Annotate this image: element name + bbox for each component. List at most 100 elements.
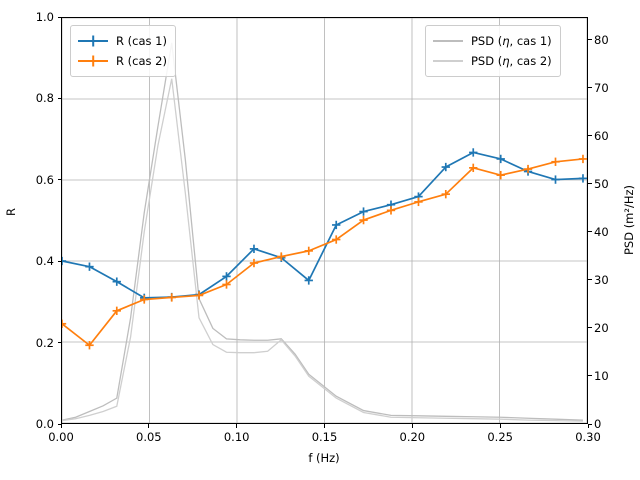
data-point-marker xyxy=(469,163,478,173)
data-series-layer xyxy=(62,42,587,422)
data-point-marker xyxy=(85,341,94,350)
data-point-marker xyxy=(441,162,450,172)
series-line xyxy=(62,151,584,299)
data-point-marker xyxy=(85,262,94,271)
data-point-marker xyxy=(332,235,341,244)
y-axis-left-title: R xyxy=(4,208,18,216)
x-tick-label: 0.25 xyxy=(487,430,513,444)
data-point-marker xyxy=(414,197,423,207)
y-tick-mark-right xyxy=(588,183,592,185)
y-tick-mark-right xyxy=(588,39,592,41)
y-tick-mark-right xyxy=(588,231,592,233)
y-axis-right-title: PSD (m²/Hz) xyxy=(622,184,636,256)
data-point-marker xyxy=(249,244,259,254)
data-point-marker xyxy=(112,306,121,315)
data-point-marker xyxy=(496,170,505,180)
y-tick-label-right: 80 xyxy=(594,32,609,47)
y-tick-mark-right xyxy=(588,87,592,89)
y-tick-label-right: 70 xyxy=(594,80,609,95)
x-tick-label: 0.20 xyxy=(399,430,426,444)
data-point-marker xyxy=(112,277,121,286)
series-line xyxy=(62,158,584,347)
legend-label: PSD (η, cas 1) xyxy=(471,34,552,48)
legend-marker xyxy=(92,55,94,67)
data-point-marker xyxy=(304,276,313,285)
data-point-marker xyxy=(523,164,533,174)
y-tick-label-right: 50 xyxy=(594,176,609,191)
y-tick-label-left: 0.6 xyxy=(35,172,54,187)
legend-item: PSD (η, cas 1) xyxy=(433,31,552,51)
x-tick-mark xyxy=(587,424,589,428)
y-tick-label-right: 60 xyxy=(594,128,609,143)
series-line xyxy=(62,42,583,421)
legend-item: R (cas 1) xyxy=(78,31,167,51)
y-tick-mark-left xyxy=(57,342,61,344)
y-tick-mark-left xyxy=(57,423,61,425)
legend-line-swatch xyxy=(433,40,463,42)
data-point-marker xyxy=(469,148,478,157)
y-tick-mark-right xyxy=(588,135,592,137)
data-point-marker xyxy=(359,207,368,216)
data-point-marker xyxy=(551,175,560,184)
data-point-marker xyxy=(62,256,67,266)
legend-marker xyxy=(92,35,94,47)
y-tick-mark-left xyxy=(57,260,61,262)
y-tick-label-left: 0.0 xyxy=(35,417,54,431)
data-point-marker xyxy=(551,157,560,166)
x-tick-mark xyxy=(236,424,238,428)
x-tick-label: 0.05 xyxy=(136,430,162,444)
y-tick-mark-right xyxy=(588,423,592,425)
x-tick-mark xyxy=(499,424,501,428)
legend-line-swatch xyxy=(433,60,463,62)
legend-item: PSD (η, cas 2) xyxy=(433,51,552,71)
data-point-marker xyxy=(277,252,286,261)
data-point-marker xyxy=(249,258,259,268)
x-tick-mark xyxy=(324,424,325,428)
y-tick-mark-left xyxy=(57,179,61,181)
x-tick-label: 0.10 xyxy=(223,430,250,444)
y-tick-label-left: 0.2 xyxy=(35,335,54,350)
y-tick-label-right: 30 xyxy=(594,272,609,287)
legend-right: PSD (η, cas 1) PSD (η, cas 2) xyxy=(425,25,561,77)
y-tick-label-left: 0.4 xyxy=(35,254,54,269)
y-tick-mark-left xyxy=(57,97,61,99)
y-tick-label-right: 0 xyxy=(594,417,602,431)
legend-item: R (cas 2) xyxy=(78,51,167,71)
x-tick-label: 0.15 xyxy=(311,430,338,444)
x-axis-title: f (Hz) xyxy=(308,451,340,465)
data-point-marker xyxy=(386,206,396,215)
y-tick-label-right: 20 xyxy=(594,320,609,335)
data-point-marker xyxy=(62,319,67,328)
legend-label: PSD (η, cas 2) xyxy=(471,54,552,68)
data-point-marker xyxy=(167,293,176,302)
legend-left: R (cas 1) R (cas 2) xyxy=(70,25,176,77)
data-point-marker xyxy=(441,189,450,199)
legend-label: R (cas 1) xyxy=(116,34,167,48)
y-tick-label-left: 0.8 xyxy=(35,91,54,106)
plot-area xyxy=(61,17,588,424)
data-point-marker xyxy=(194,291,204,300)
data-point-marker xyxy=(332,220,341,230)
legend-line-swatch xyxy=(78,55,108,67)
y-tick-label-right: 40 xyxy=(594,224,609,239)
x-tick-mark xyxy=(148,424,150,428)
y-tick-mark-right xyxy=(588,279,592,281)
data-point-marker xyxy=(222,272,231,281)
data-point-marker xyxy=(578,154,587,164)
x-tick-label: 0.30 xyxy=(575,430,601,444)
y-tick-label-left: 1.0 xyxy=(35,10,54,24)
x-tick-mark xyxy=(411,424,413,428)
data-point-marker xyxy=(140,295,149,304)
gridlines xyxy=(62,18,587,423)
data-point-marker xyxy=(496,154,505,164)
y-tick-mark-right xyxy=(588,375,592,377)
data-point-marker xyxy=(304,246,313,256)
series-line xyxy=(62,78,583,422)
x-tick-label: 0.00 xyxy=(48,430,74,444)
y-tick-mark-right xyxy=(588,327,592,329)
y-tick-mark-left xyxy=(57,16,61,18)
data-point-marker xyxy=(222,280,231,289)
x-tick-mark xyxy=(60,424,62,428)
y-tick-label-right: 10 xyxy=(594,368,609,383)
